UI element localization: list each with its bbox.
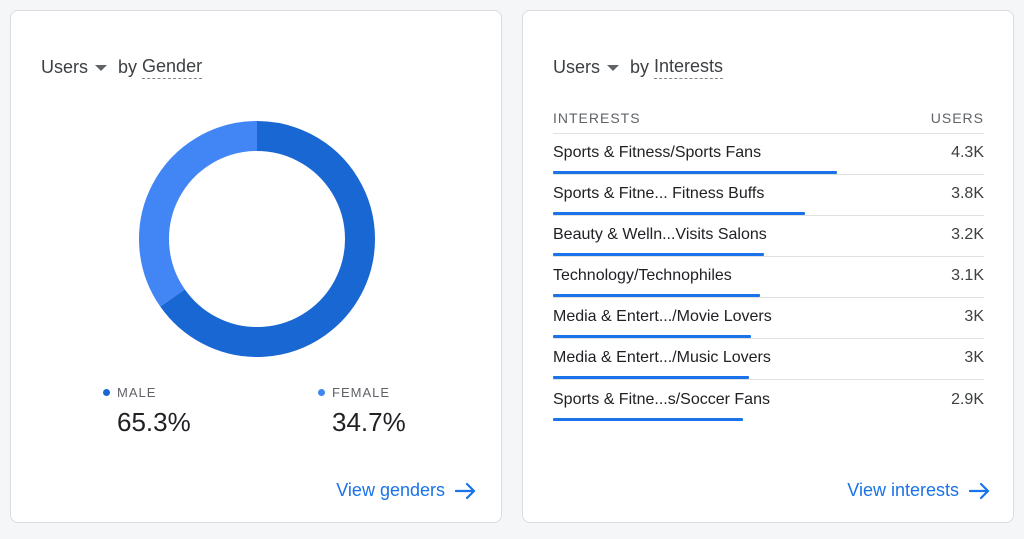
row-value-bar bbox=[553, 335, 751, 338]
caret-down-icon bbox=[607, 65, 620, 71]
row-users-value: 3.2K bbox=[951, 226, 984, 243]
gender-donut-chart bbox=[138, 120, 376, 358]
row-value-bar bbox=[553, 253, 764, 256]
row-value-bar bbox=[553, 294, 760, 297]
by-label: by bbox=[630, 56, 650, 77]
metric-label: Users bbox=[41, 56, 89, 77]
row-users-value: 2.9K bbox=[951, 390, 984, 408]
arrow-right-icon bbox=[455, 482, 476, 499]
gender-card-header: Users by Gender bbox=[41, 55, 203, 79]
legend-female: FEMALE 34.7% bbox=[318, 385, 406, 438]
row-interest-name: Beauty & Welln...Visits Salons bbox=[553, 226, 767, 243]
table-row[interactable]: Sports & Fitne...s/Soccer Fans 2.9K bbox=[553, 380, 984, 421]
view-interests-link[interactable]: View interests bbox=[847, 480, 991, 501]
table-row[interactable]: Technology/Technophiles 3.1K bbox=[553, 257, 984, 298]
dimension-selector[interactable]: Interests bbox=[654, 56, 724, 79]
row-value-bar bbox=[553, 171, 837, 174]
metric-selector[interactable]: Users bbox=[553, 56, 620, 78]
row-value-bar bbox=[553, 418, 743, 421]
table-row[interactable]: Sports & Fitne... Fitness Buffs 3.8K bbox=[553, 175, 984, 216]
female-dot-icon bbox=[318, 389, 325, 396]
legend-female-value: 34.7% bbox=[332, 407, 406, 437]
legend-male-value: 65.3% bbox=[117, 407, 191, 437]
legend-male: MALE 65.3% bbox=[103, 385, 191, 438]
interests-card-header: Users by Interests bbox=[553, 55, 724, 79]
row-users-value: 3.8K bbox=[951, 185, 984, 202]
male-dot-icon bbox=[103, 389, 110, 396]
table-row[interactable]: Sports & Fitness/Sports Fans 4.3K bbox=[553, 134, 984, 175]
by-label: by bbox=[118, 56, 138, 77]
column-header-users: USERS bbox=[930, 110, 984, 126]
row-interest-name: Media & Entert.../Movie Lovers bbox=[553, 308, 772, 325]
row-interest-name: Media & Entert.../Music Lovers bbox=[553, 349, 771, 366]
table-body: Sports & Fitness/Sports Fans 4.3K Sports &… bbox=[553, 134, 984, 421]
table-header: INTERESTS USERS bbox=[553, 103, 984, 134]
arrow-right-icon bbox=[969, 482, 990, 499]
table-row[interactable]: Media & Entert.../Music Lovers 3K bbox=[553, 339, 984, 380]
row-interest-name: Sports & Fitness/Sports Fans bbox=[553, 144, 762, 161]
metric-selector[interactable]: Users bbox=[41, 56, 108, 78]
row-users-value: 3K bbox=[964, 308, 984, 325]
column-header-interests: INTERESTS bbox=[553, 110, 641, 126]
table-row[interactable]: Media & Entert.../Movie Lovers 3K bbox=[553, 298, 984, 339]
gender-card: Users by Gender MALE 65.3% FEMALE 34.7% … bbox=[10, 10, 502, 523]
dimension-selector[interactable]: Gender bbox=[142, 56, 203, 79]
caret-down-icon bbox=[95, 65, 108, 71]
view-interests-label: View interests bbox=[847, 480, 959, 500]
view-genders-label: View genders bbox=[336, 480, 445, 500]
row-users-value: 3K bbox=[964, 349, 984, 366]
row-interest-name: Sports & Fitne... Fitness Buffs bbox=[553, 185, 765, 202]
interests-card: Users by Interests INTERESTS USERS Sport… bbox=[522, 10, 1014, 523]
row-value-bar bbox=[553, 212, 805, 215]
legend-female-label: FEMALE bbox=[332, 385, 391, 400]
row-value-bar bbox=[553, 376, 749, 379]
legend-male-label: MALE bbox=[117, 385, 157, 400]
metric-label: Users bbox=[553, 56, 601, 77]
table-row[interactable]: Beauty & Welln...Visits Salons 3.2K bbox=[553, 216, 984, 257]
row-interest-name: Technology/Technophiles bbox=[553, 267, 732, 284]
donut-slice-male[interactable] bbox=[160, 121, 375, 357]
row-users-value: 4.3K bbox=[951, 144, 984, 161]
interests-table: INTERESTS USERS Sports & Fitness/Sports … bbox=[553, 103, 984, 421]
row-interest-name: Sports & Fitne...s/Soccer Fans bbox=[553, 390, 770, 408]
row-users-value: 3.1K bbox=[951, 267, 984, 284]
donut-slice-female[interactable] bbox=[139, 121, 258, 307]
view-genders-link[interactable]: View genders bbox=[336, 480, 477, 501]
